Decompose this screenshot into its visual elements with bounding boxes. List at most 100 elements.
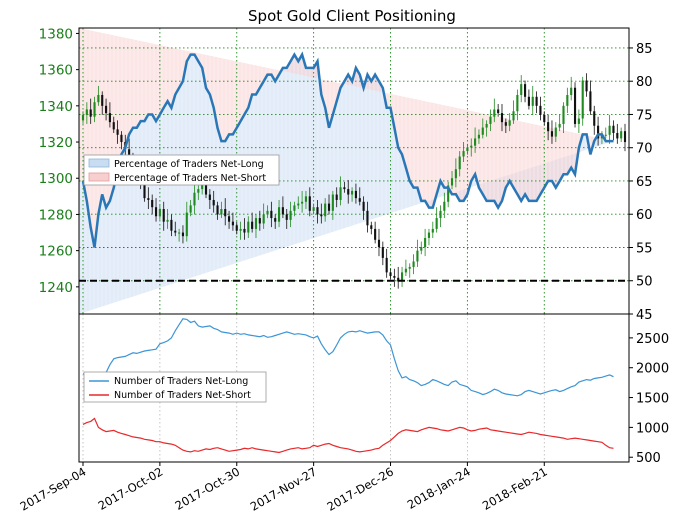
candle-body <box>535 96 538 106</box>
price-candle <box>216 201 219 220</box>
candle-body <box>312 207 315 211</box>
candle-body <box>420 247 423 251</box>
price-candle <box>385 248 388 278</box>
candle-body <box>289 210 292 220</box>
price-candle <box>208 189 211 210</box>
price-candle <box>170 214 173 237</box>
candle-body <box>593 111 596 126</box>
price-candle <box>81 111 85 124</box>
left-tick-label: 1380 <box>39 26 73 42</box>
price-candle <box>516 89 519 121</box>
price-candle <box>243 218 246 240</box>
price-candle <box>458 151 461 177</box>
candle-body <box>458 156 461 170</box>
candle-body <box>397 277 400 282</box>
price-candle <box>435 207 438 233</box>
candle-body <box>431 228 434 233</box>
candle-body <box>308 196 311 211</box>
candle-body <box>377 239 381 248</box>
price-candle <box>339 176 342 206</box>
price-candle <box>585 73 588 97</box>
price-candle <box>520 75 523 103</box>
candle-body <box>427 232 431 238</box>
price-candle <box>374 221 377 244</box>
price-candle <box>162 201 165 231</box>
price-candle <box>285 209 288 229</box>
price-candle <box>466 143 469 155</box>
candle-body <box>185 212 188 237</box>
price-candle <box>193 183 196 215</box>
price-candle <box>443 192 446 219</box>
candle-body <box>212 199 215 206</box>
right-tick-label: 70 <box>636 142 653 157</box>
price-candle <box>412 254 415 275</box>
candle-body <box>331 194 334 211</box>
price-candle <box>331 190 334 220</box>
candle-body <box>504 122 507 126</box>
price-candle <box>481 118 484 139</box>
price-candle <box>347 180 350 204</box>
candle-body <box>193 192 196 206</box>
candle-body <box>412 261 415 267</box>
candle-body <box>589 91 592 112</box>
candle-body <box>224 209 227 217</box>
candle-body <box>158 209 161 217</box>
candle-body <box>474 138 477 146</box>
candle-body <box>608 125 611 135</box>
price-candle <box>389 268 392 280</box>
candle-body <box>178 232 181 234</box>
bottom-right-tick-label: 2000 <box>636 362 669 377</box>
candle-body <box>89 109 92 117</box>
candle-body <box>385 257 388 273</box>
price-candle <box>531 85 534 115</box>
candle-body <box>573 87 577 124</box>
right-tick-label: 65 <box>636 175 653 190</box>
candle-body <box>81 114 85 121</box>
candle-body <box>297 203 300 206</box>
price-candle <box>416 239 419 267</box>
candle-body <box>339 187 342 200</box>
candle-body <box>447 185 450 202</box>
candle-body <box>581 80 584 119</box>
price-candle <box>539 96 542 121</box>
price-candle <box>354 183 357 204</box>
net-long-percentage-line <box>81 51 614 248</box>
price-candle <box>224 198 227 226</box>
legend-swatch-net-short <box>88 172 110 182</box>
price-candle <box>450 171 454 190</box>
candle-body <box>462 151 465 157</box>
price-positioning-panel: 1240 1260 1280 1300 1320 1340 1360 1380 45 50 55 6… <box>39 26 653 323</box>
candle-body <box>562 105 565 124</box>
price-candle <box>566 87 569 114</box>
price-candle <box>408 263 411 278</box>
price-candle <box>485 120 488 137</box>
price-candle <box>370 221 373 235</box>
candle-body <box>381 247 384 258</box>
candle-body <box>247 221 250 233</box>
price-candle <box>120 131 123 150</box>
candle-body <box>293 205 296 211</box>
candle-body <box>370 225 373 229</box>
price-candle <box>604 127 607 139</box>
candle-body <box>404 268 407 273</box>
candle-body <box>577 118 580 124</box>
candle-body <box>450 178 454 186</box>
right-tick-label: 50 <box>636 275 653 290</box>
candle-body <box>400 272 404 282</box>
candle-body <box>143 183 146 199</box>
price-candle <box>158 205 161 220</box>
price-candle <box>581 76 584 126</box>
price-candle <box>608 114 611 144</box>
price-candle <box>420 241 423 255</box>
price-candle <box>228 210 231 229</box>
candle-body <box>477 134 480 139</box>
price-candle <box>251 212 254 233</box>
bottom-legend-box <box>83 371 267 403</box>
candle-body <box>262 214 265 224</box>
price-candle <box>377 228 381 257</box>
bottom-gridlines <box>82 314 545 462</box>
candle-body <box>231 221 234 226</box>
candle-body <box>281 207 284 215</box>
price-candle <box>270 201 273 228</box>
